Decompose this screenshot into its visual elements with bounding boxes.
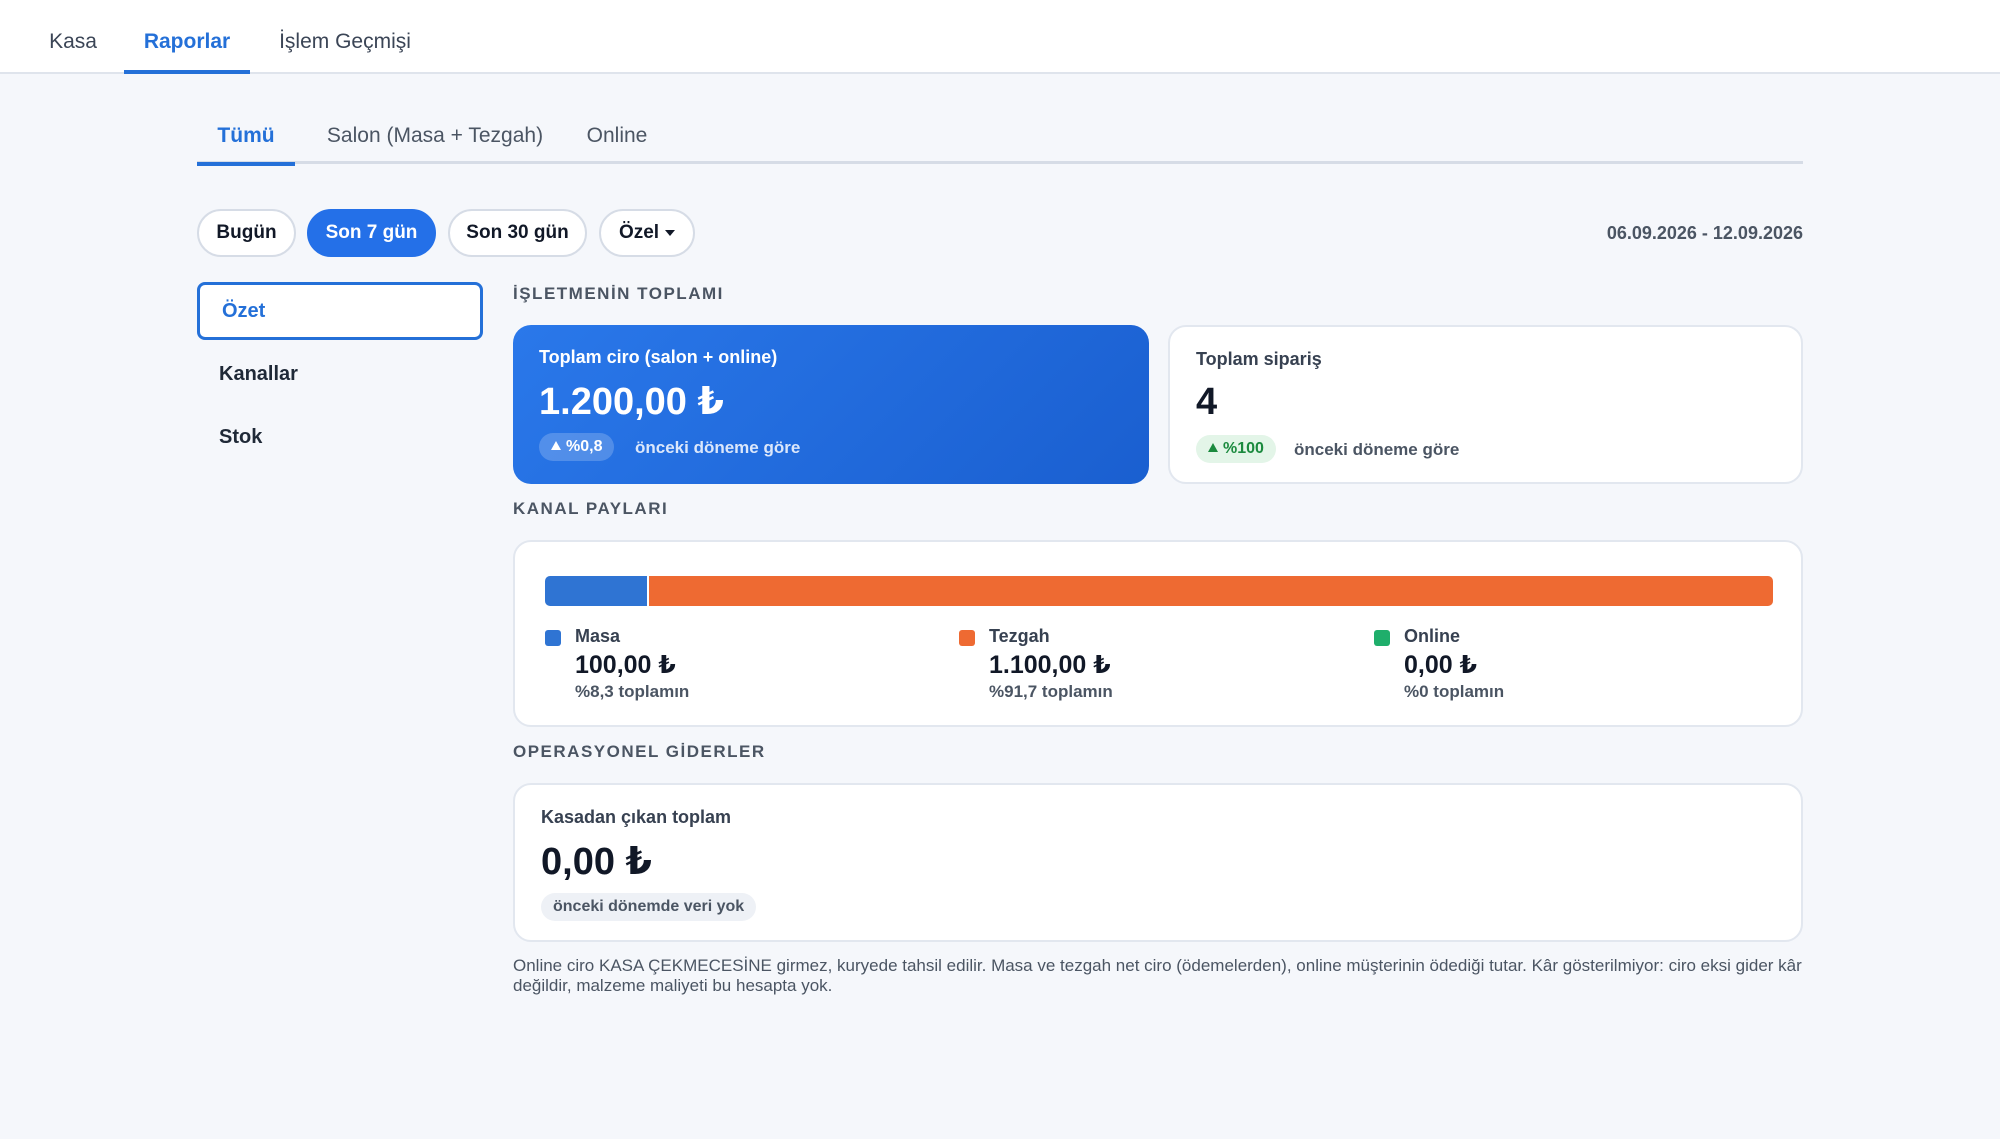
revenue-label: Toplam ciro (salon + online) [539,347,778,367]
legend-percent: %0 toplamın [1404,682,1505,701]
legend-name: Masa [575,626,621,646]
section-title-operational-expenses: OPERASYONEL GİDERLER [513,742,766,761]
side-item-kanallar[interactable]: Kanallar [219,363,298,385]
orders-value: 4 [1196,381,1218,423]
legend-amount: 0,00 ₺ [1404,651,1477,679]
legend-name: Online [1404,626,1461,646]
orders-change-badge: %100 [1196,435,1276,463]
legend-amount: 1.100,00 ₺ [989,651,1111,679]
orders-change: %100 [1223,440,1264,457]
legend-percent: %8,3 toplamın [575,682,690,701]
color-square-icon [1374,630,1390,646]
revenue-change: %0,8 [566,438,603,455]
section-title-business-total: İŞLETMENİN TOPLAMI [513,284,724,303]
legend-name: Tezgah [989,626,1050,646]
tab-islem-gecmisi[interactable]: İşlem Geçmişi [279,30,411,53]
arrow-up-icon [1208,443,1218,452]
period-last30-button[interactable]: Son 30 gün [448,209,587,257]
footnote: Online ciro KASA ÇEKMECESİNE girmez, kur… [513,956,1802,995]
period-today-button[interactable]: Bugün [197,209,296,257]
expenses-label: Kasadan çıkan toplam [541,807,732,827]
section-title-channel-shares: KANAL PAYLARI [513,499,669,518]
arrow-up-icon [551,441,561,450]
bar-segment-tezgah [646,576,1773,606]
side-item-stok[interactable]: Stok [219,426,263,448]
channel-share-bar [545,576,1773,606]
side-item-ozet[interactable]: Özet [197,282,483,340]
legend-percent: %91,7 toplamın [989,682,1113,701]
orders-card: Toplam sipariş 4 %100 önceki döneme göre [1168,325,1803,484]
caret-down-icon [665,229,676,236]
date-range: 06.09.2026 - 12.09.2026 [1606,223,1803,243]
channel-tabs: Tümü Salon (Masa + Tezgah) Online [197,114,1803,166]
tab-raporlar[interactable]: Raporlar [124,0,250,74]
channel-shares-card: Masa 100,00 ₺ %8,3 toplamın Tezgah 1.100… [513,540,1803,727]
period-last7-button[interactable]: Son 7 gün [307,209,436,257]
expenses-note-badge: önceki dönemde veri yok [541,893,757,921]
revenue-card: Toplam ciro (salon + online) 1.200,00 ₺ … [513,325,1149,484]
period-custom-label: Özel [618,222,660,243]
orders-label: Toplam sipariş [1196,349,1322,369]
subtab-salon[interactable]: Salon (Masa + Tezgah) [326,124,544,147]
color-square-icon [959,630,975,646]
expenses-value: 0,00 ₺ [541,841,652,883]
report-side-menu: Özet Kanallar Stok [197,282,483,471]
subtab-online[interactable]: Online [586,124,648,147]
revenue-change-badge: %0,8 [539,433,615,461]
revenue-value: 1.200,00 ₺ [539,381,724,423]
legend-amount: 100,00 ₺ [575,651,676,679]
subtab-tumu[interactable]: Tümü [197,114,295,166]
color-square-icon [545,630,561,646]
period-custom-dropdown[interactable]: Özel [599,209,695,257]
orders-change-note: önceki döneme göre [1294,440,1460,459]
bar-segment-masa [545,576,647,606]
top-nav: Kasa Raporlar İşlem Geçmişi [0,0,2000,74]
tab-kasa[interactable]: Kasa [49,30,97,53]
expenses-card: Kasadan çıkan toplam 0,00 ₺ önceki dönem… [513,783,1803,942]
revenue-change-note: önceki döneme göre [635,438,801,457]
